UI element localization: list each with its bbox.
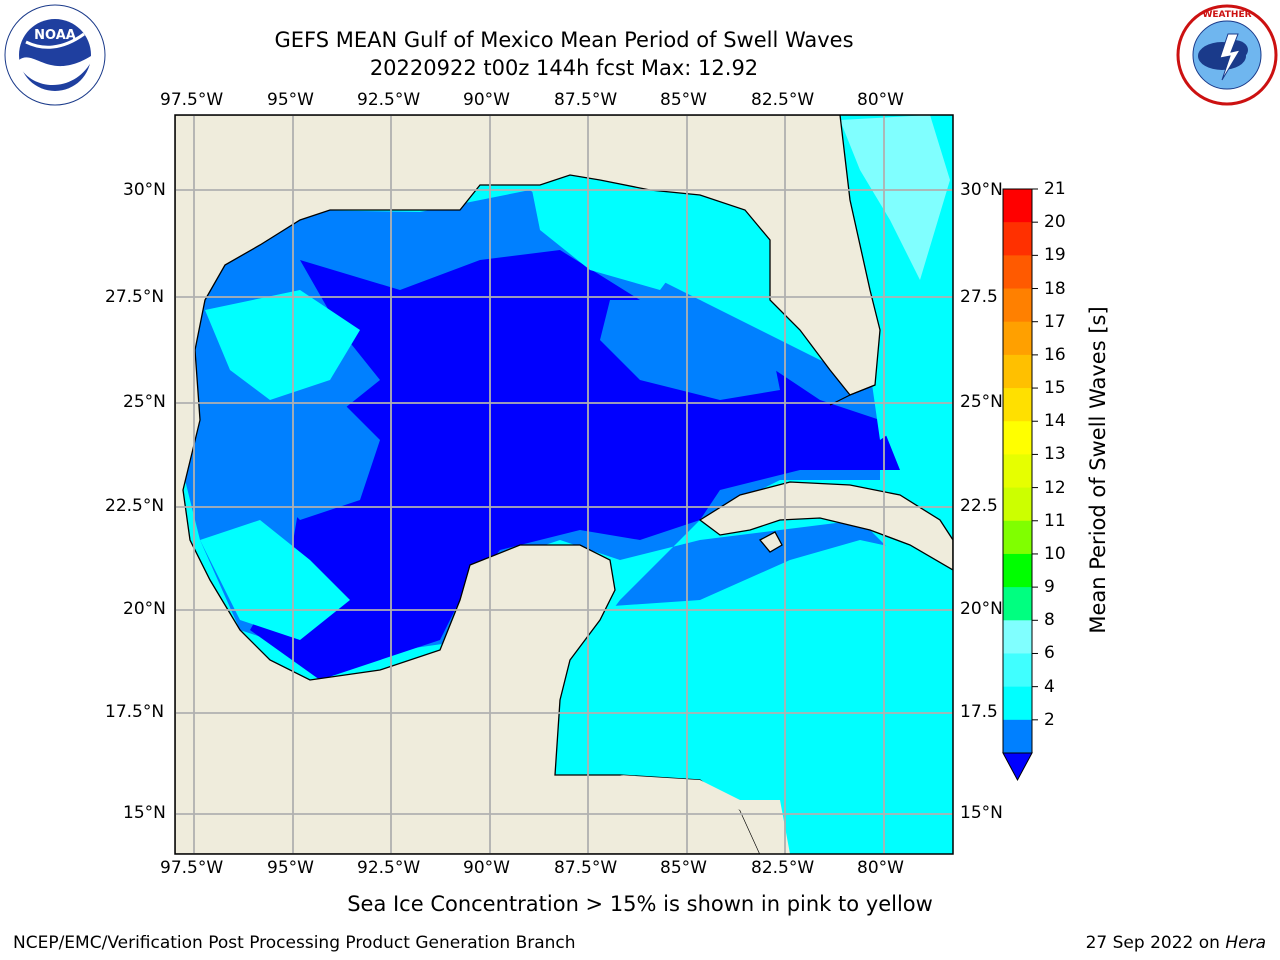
colorbar-tick-label: 2 xyxy=(1044,709,1055,730)
lon-label-top: 92.5°W xyxy=(357,90,421,110)
colorbar-segment xyxy=(1003,653,1032,688)
land-cuba xyxy=(698,481,953,571)
graticule xyxy=(175,115,953,854)
lat-label-left: 15°N xyxy=(123,803,166,823)
lat-label-right: 30°N xyxy=(960,180,1003,200)
lat-label-right: 25°N xyxy=(960,392,1003,412)
colorbar-tick-label: 16 xyxy=(1044,344,1066,365)
colorbar-tick-label: 15 xyxy=(1044,378,1066,399)
lat-label-left: 27.5°N xyxy=(105,287,165,307)
colorbar-segment xyxy=(1003,686,1032,721)
host-name: Hera xyxy=(1225,933,1266,953)
lon-label-top: 85°W xyxy=(660,90,707,110)
colorbar-tick-label: 17 xyxy=(1044,311,1066,332)
colorbar-segment xyxy=(1003,553,1032,588)
colorbar-segment xyxy=(1003,587,1032,621)
lon-label-bottom: 87.5°W xyxy=(554,858,618,878)
colorbar xyxy=(1002,188,1038,782)
lat-label-left: 30°N xyxy=(123,180,166,200)
colorbar-label: Mean Period of Swell Waves [s] xyxy=(1086,306,1110,634)
colorbar-segment xyxy=(1003,189,1032,223)
swell-region-4-6-ne xyxy=(600,300,780,400)
map-panel xyxy=(175,115,953,854)
colorbar-tick-label: 19 xyxy=(1044,245,1066,266)
lat-label-left: 22.5°N xyxy=(105,496,165,516)
swell-region-6-8-ne xyxy=(530,180,690,290)
colorbar-segment xyxy=(1003,421,1032,455)
colorbar-segment xyxy=(1003,354,1032,389)
land-north-america xyxy=(175,115,881,854)
lon-label-bottom: 90°W xyxy=(463,858,510,878)
date-host: 27 Sep 2022 on Hera xyxy=(1086,933,1266,953)
colorbar-tick-label: 12 xyxy=(1044,477,1066,498)
colorbar-tick-label: 14 xyxy=(1044,411,1066,432)
colorbar-tick-label: 10 xyxy=(1044,543,1066,564)
lat-label-right: 17.5 xyxy=(960,702,998,722)
colorbar-segment xyxy=(1003,719,1032,754)
colorbar-segment xyxy=(1003,222,1032,256)
lat-label-left: 17.5°N xyxy=(105,702,165,722)
lon-label-top: 80°W xyxy=(857,90,904,110)
lat-label-right: 27.5 xyxy=(960,287,998,307)
colorbar-tick-label: 6 xyxy=(1044,643,1055,664)
colorbar-frame xyxy=(1002,188,1033,753)
colorbar-segment xyxy=(1003,321,1032,356)
swell-region-4-6-inner xyxy=(260,400,380,520)
lon-label-bottom: 92.5°W xyxy=(357,858,421,878)
date-text: 27 Sep 2022 on xyxy=(1085,933,1226,953)
lon-label-top: 82.5°W xyxy=(751,90,815,110)
swell-region-8-9 xyxy=(840,115,950,280)
chart-subtitle: 20220922 t00z 144h fcst Max: 12.92 xyxy=(369,56,759,80)
swell-region-6-8-west xyxy=(205,290,360,400)
colorbar-tick-label: 18 xyxy=(1044,278,1066,299)
credit-text: NCEP/EMC/Verification Post Processing Pr… xyxy=(13,933,576,953)
ice-note: Sea Ice Concentration > 15% is shown in … xyxy=(347,892,933,916)
chart-title: GEFS MEAN Gulf of Mexico Mean Period of … xyxy=(274,28,854,52)
colorbar-tick-label: 4 xyxy=(1044,676,1055,697)
lat-label-left: 20°N xyxy=(123,599,166,619)
map-frame xyxy=(174,114,954,855)
colorbar-segment xyxy=(1003,520,1032,555)
colorbar-segment xyxy=(1003,454,1032,489)
lat-label-right: 22.5 xyxy=(960,496,998,516)
colorbar-tick-label: 20 xyxy=(1044,212,1066,233)
colorbar-segment xyxy=(1003,255,1032,290)
svg-text:WEATHER: WEATHER xyxy=(1202,10,1251,20)
lat-label-left: 25°N xyxy=(123,392,166,412)
lon-label-top: 90°W xyxy=(463,90,510,110)
lon-label-top: 95°W xyxy=(267,90,314,110)
lon-label-bottom: 95°W xyxy=(267,858,314,878)
noaa-logo: NOAA xyxy=(4,4,106,106)
lon-label-top: 87.5°W xyxy=(554,90,618,110)
noaa-logo-text: NOAA xyxy=(34,28,76,43)
lon-label-top: 97.5°W xyxy=(160,90,224,110)
swell-region-6-8-caribbean xyxy=(555,540,953,854)
colorbar-segment xyxy=(1003,288,1032,323)
colorbar-segment xyxy=(1003,620,1032,654)
land-isle-of-youth xyxy=(758,531,783,553)
nws-logo: WEATHER xyxy=(1176,4,1278,106)
colorbar-tick-label: 13 xyxy=(1044,444,1066,465)
colorbar-segment xyxy=(1003,388,1032,422)
colorbar-tick-label: 8 xyxy=(1044,610,1055,631)
colorbar-extend-arrow xyxy=(1002,752,1033,782)
colorbar-segment xyxy=(1003,487,1032,522)
colorbar-tick-label: 21 xyxy=(1044,179,1066,199)
lat-label-right: 20°N xyxy=(960,599,1003,619)
land-florida-keys xyxy=(829,384,876,406)
colorbar-tick-label: 9 xyxy=(1044,577,1055,598)
lon-label-bottom: 85°W xyxy=(660,858,707,878)
lon-label-bottom: 82.5°W xyxy=(751,858,815,878)
ice-note-wrapper: Sea Ice Concentration > 15% is shown in … xyxy=(0,892,1280,916)
colorbar-tick-label: 11 xyxy=(1044,510,1066,531)
lat-label-right: 15°N xyxy=(960,803,1003,823)
lon-label-bottom: 80°W xyxy=(857,858,904,878)
lon-label-bottom: 97.5°W xyxy=(160,858,224,878)
